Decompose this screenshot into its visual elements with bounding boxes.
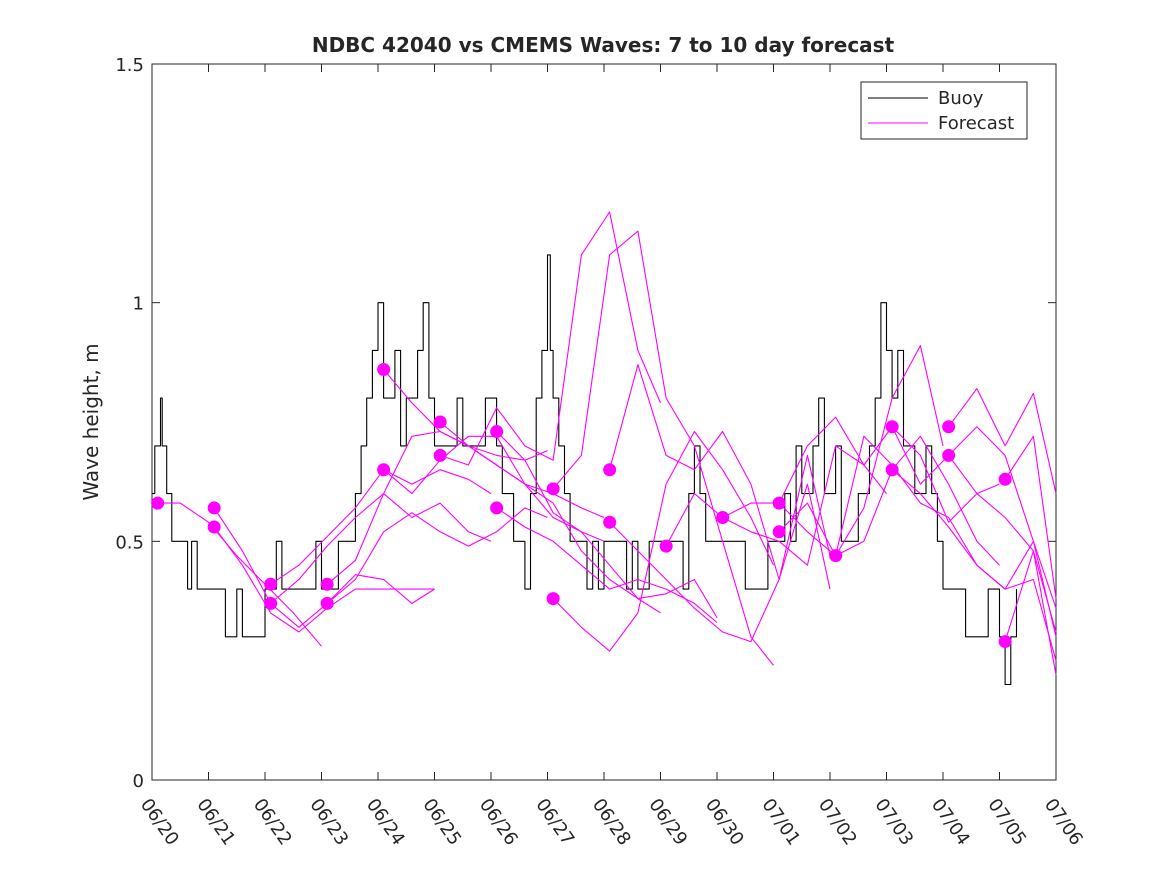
x-tick-label: 07/01 bbox=[757, 795, 804, 850]
x-tick-label: 06/23 bbox=[305, 795, 352, 850]
legend-box bbox=[860, 81, 1028, 140]
x-tick-label: 07/05 bbox=[983, 795, 1030, 850]
forecast-start-point bbox=[264, 596, 278, 610]
x-tick-label: 06/24 bbox=[362, 795, 409, 850]
forecast-start-point bbox=[151, 496, 165, 510]
forecast-series-line-11 bbox=[439, 211, 662, 466]
y-axis-label: Wave height, m bbox=[79, 343, 103, 500]
forecast-series-line-10 bbox=[439, 421, 661, 614]
forecast-series-line-18 bbox=[665, 445, 887, 566]
x-tick-label: 06/20 bbox=[136, 795, 183, 850]
forecast-start-point bbox=[546, 482, 560, 496]
forecast-start-point bbox=[490, 425, 504, 439]
forecast-series-line-15 bbox=[552, 430, 774, 652]
forecast-start-point bbox=[885, 463, 899, 477]
forecast-start-point bbox=[320, 596, 334, 610]
forecast-series-line-22 bbox=[835, 435, 1057, 609]
forecast-start-point bbox=[433, 448, 447, 462]
x-tick-label: 07/06 bbox=[1040, 795, 1087, 850]
forecast-series-line-25 bbox=[948, 388, 1057, 494]
forecast-start-point bbox=[377, 362, 391, 376]
series-layer bbox=[152, 211, 1057, 686]
legend-buoy-label: Buoy bbox=[938, 88, 984, 109]
legend-forecast-label: Forecast bbox=[938, 113, 1014, 134]
forecast-start-point bbox=[942, 420, 956, 434]
y-tick-label: 1.5 bbox=[115, 55, 144, 76]
forecast-start-point bbox=[603, 463, 617, 477]
plot-area bbox=[151, 63, 1057, 781]
buoy-series-line bbox=[152, 254, 1018, 686]
forecast-start-point bbox=[207, 520, 221, 534]
forecast-start-point bbox=[829, 549, 843, 563]
forecast-series-line-14 bbox=[552, 230, 774, 666]
forecast-start-point bbox=[207, 501, 221, 515]
forecast-start-point bbox=[772, 496, 786, 510]
x-tick-label: 07/03 bbox=[870, 795, 917, 850]
forecast-start-point bbox=[433, 415, 447, 429]
x-tick-label: 07/02 bbox=[814, 795, 861, 850]
legend: Buoy Forecast bbox=[860, 81, 1028, 140]
forecast-series-line-28 bbox=[1004, 550, 1057, 642]
forecast-series-line-27 bbox=[1004, 435, 1057, 599]
forecast-start-point bbox=[490, 501, 504, 515]
forecast-series-line-23 bbox=[891, 426, 1057, 637]
marker-layer bbox=[151, 362, 1012, 649]
forecast-series-line-26 bbox=[948, 455, 1057, 676]
forecast-start-point bbox=[885, 420, 899, 434]
forecast-start-point bbox=[772, 525, 786, 539]
forecast-series-line-1 bbox=[157, 502, 322, 647]
forecast-start-point bbox=[546, 592, 560, 606]
x-tick-label: 06/27 bbox=[531, 795, 578, 850]
forecast-start-point bbox=[377, 463, 391, 477]
forecast-start-point bbox=[320, 577, 334, 591]
x-tick-label: 06/30 bbox=[701, 795, 748, 850]
forecast-start-point bbox=[998, 635, 1012, 649]
plot-frame bbox=[151, 63, 1057, 781]
x-tick-label: 07/04 bbox=[927, 795, 974, 850]
forecast-start-point bbox=[603, 515, 617, 529]
x-tick-label: 06/28 bbox=[588, 795, 635, 850]
chart-title: NDBC 42040 vs CMEMS Waves: 7 to 10 day f… bbox=[312, 33, 895, 57]
forecast-start-point bbox=[264, 577, 278, 591]
x-tick-label: 06/29 bbox=[644, 795, 691, 850]
forecast-start-point bbox=[716, 510, 730, 524]
y-tick-label: 1 bbox=[133, 294, 144, 315]
forecast-start-point bbox=[998, 472, 1012, 486]
x-tick-label: 06/21 bbox=[192, 795, 239, 850]
x-tick-label: 06/22 bbox=[249, 795, 296, 850]
x-tick-label: 06/25 bbox=[418, 795, 465, 850]
forecast-series-line-16 bbox=[609, 364, 831, 581]
y-axis-ticks: 0 0.5 1 1.5 bbox=[115, 55, 1056, 792]
forecast-start-point bbox=[659, 539, 673, 553]
forecast-start-point bbox=[942, 448, 956, 462]
y-tick-label: 0 bbox=[133, 771, 144, 792]
forecast-series-line-17 bbox=[609, 483, 831, 643]
forecast-series-line-12 bbox=[496, 431, 718, 618]
y-tick-label: 0.5 bbox=[115, 532, 144, 553]
x-tick-label: 06/26 bbox=[475, 795, 522, 850]
forecast-series-line-7 bbox=[326, 507, 548, 604]
forecast-series-line-24 bbox=[891, 469, 1057, 661]
